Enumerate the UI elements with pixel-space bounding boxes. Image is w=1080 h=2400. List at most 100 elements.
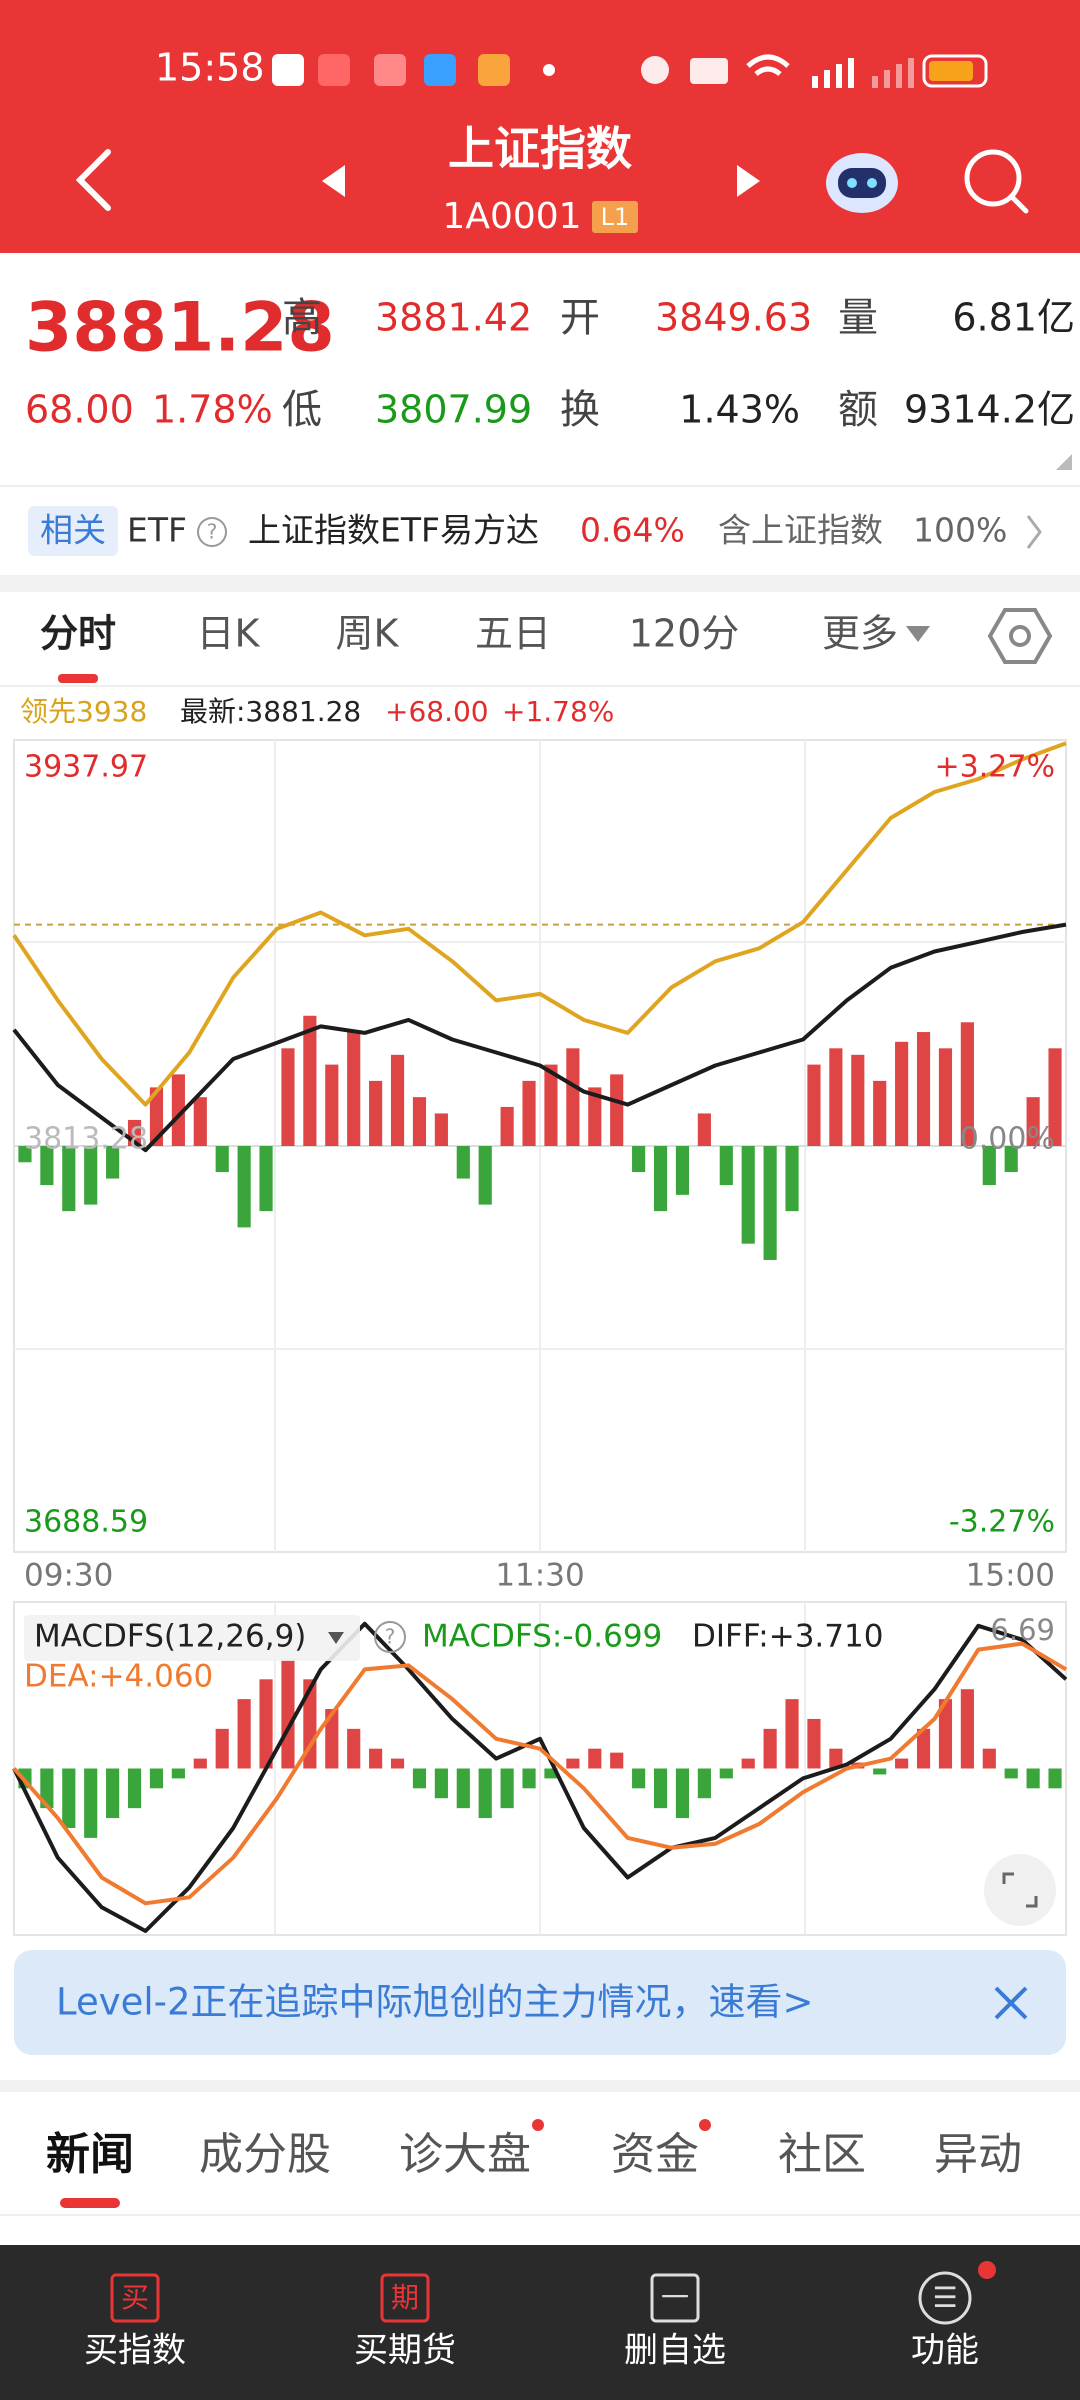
level2-banner[interactable]: Level-2正在追踪中际旭创的主力情况，速看> (14, 1950, 1066, 2055)
tab[interactable]: 周K (336, 612, 400, 656)
bar (456, 1146, 470, 1179)
bar (1048, 1768, 1062, 1789)
macd-selector[interactable] (24, 1615, 360, 1661)
banner-bg (14, 1950, 1066, 2055)
bar (259, 1679, 273, 1769)
bar (106, 1146, 120, 1179)
bar (873, 1768, 887, 1775)
settings-dot (1009, 625, 1031, 647)
bar (84, 1768, 98, 1838)
news-tab[interactable]: 新闻 (46, 2129, 134, 2180)
status-icons (272, 54, 988, 88)
bar (982, 1146, 996, 1186)
bar (193, 1097, 207, 1146)
bar (1026, 1768, 1040, 1789)
dropdown-arrow (328, 1632, 344, 1644)
news-tab[interactable]: 成分股 (199, 2129, 331, 2180)
next-button[interactable] (737, 165, 760, 197)
bar (434, 1768, 448, 1799)
fullscreen-button[interactable] (984, 1854, 1056, 1926)
hd-icon (690, 58, 728, 84)
field-label: 额 (838, 387, 878, 433)
etf-row[interactable]: 相关 ETF ? 上证指数ETF易方达 0.64% 含上证指数 100% (28, 506, 1042, 556)
bar (895, 1041, 909, 1146)
tab[interactable]: 分时 (40, 612, 116, 656)
holding-label: 含上证指数 (718, 511, 883, 550)
news-tab[interactable]: 社区 (778, 2129, 866, 2180)
bar (1048, 1048, 1062, 1146)
close-banner[interactable] (994, 1986, 1028, 2020)
change-label: +68.00 (385, 695, 489, 728)
bar (1004, 1768, 1018, 1779)
bar (347, 1728, 361, 1769)
more-arrow (906, 626, 930, 642)
field-label: 低 (282, 387, 322, 433)
red-dot (978, 2261, 996, 2279)
bar (237, 1699, 251, 1769)
series-line (12, 741, 1067, 1107)
nav-icon: ☰ (932, 2281, 957, 2314)
help: ? (385, 1625, 396, 1649)
bar (500, 1106, 514, 1146)
bar (127, 1768, 142, 1809)
badge: L1 (601, 203, 630, 231)
bar (938, 1699, 953, 1769)
field-value: 3881.42 (375, 296, 532, 340)
change-pct: 1.78% (152, 388, 273, 432)
tab[interactable]: 日K (197, 612, 261, 656)
bar (610, 1074, 624, 1146)
bar (40, 1768, 54, 1809)
expand-corner[interactable] (1056, 454, 1072, 470)
bar (412, 1097, 427, 1146)
tab[interactable]: 更多 (822, 612, 898, 656)
chevron (1026, 515, 1042, 549)
tab[interactable]: 五日 (475, 612, 551, 656)
bar (478, 1146, 492, 1205)
status-time: 15:58 (155, 46, 265, 90)
banner-text: Level-2正在追踪中际旭创的主力情况，速看> (56, 1981, 814, 2024)
badge-bg (592, 201, 638, 233)
nav-label: 买期货 (354, 2331, 456, 2371)
title: 上证指数 (448, 122, 632, 176)
bar (171, 1074, 185, 1146)
bar (325, 1064, 339, 1146)
news-tab[interactable]: 诊大盘 (399, 2129, 531, 2180)
signal-icon (812, 58, 854, 88)
bar (84, 1146, 98, 1205)
nav-item[interactable]: ☰ 功能 (911, 2261, 996, 2371)
battery (922, 54, 988, 88)
bar (412, 1768, 427, 1789)
nav-icon-box (110, 2273, 160, 2323)
axis-bottom-pct: -3.27% (949, 1505, 1055, 1540)
prev-button[interactable] (322, 165, 345, 197)
x-label: 15:00 (966, 1558, 1055, 1594)
bar (566, 1048, 580, 1146)
app-icon (272, 54, 304, 86)
bar (829, 1048, 843, 1146)
wifi-icon (746, 54, 790, 77)
tab[interactable]: 120分 (629, 612, 740, 656)
news-tab[interactable]: 异动 (934, 2129, 1022, 2180)
series-line (12, 922, 1067, 1153)
bar (369, 1748, 383, 1769)
x-label: 09:30 (24, 1558, 113, 1594)
diff-value: DIFF:+3.710 (692, 1619, 883, 1655)
news-tab[interactable]: 资金 (611, 2129, 699, 2180)
bar (785, 1146, 799, 1212)
bar (106, 1768, 120, 1819)
bar (916, 1032, 931, 1146)
bar (763, 1728, 777, 1769)
back-button[interactable] (75, 149, 111, 211)
robot-button[interactable] (826, 153, 898, 213)
spacer (0, 575, 1080, 592)
bar (281, 1048, 295, 1146)
holding: 100% (913, 511, 1007, 550)
tag-bg (28, 506, 118, 556)
etf-name: 上证指数ETF易方达 (248, 511, 539, 550)
search-button[interactable] (964, 149, 1029, 214)
settings-button[interactable] (987, 608, 1053, 664)
